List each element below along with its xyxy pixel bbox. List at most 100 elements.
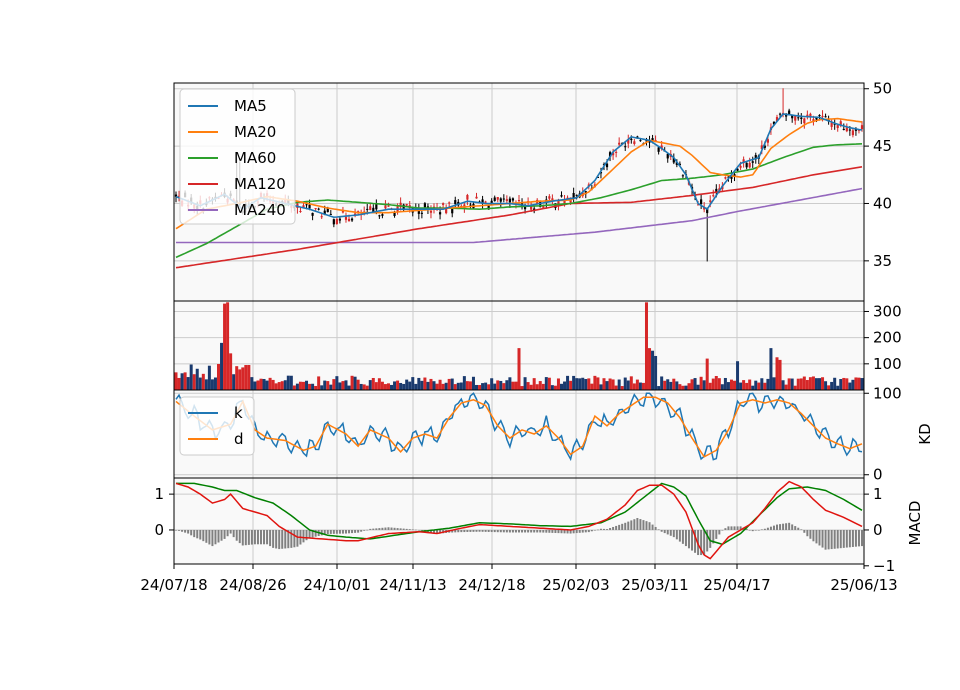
volume-bar [414, 383, 418, 390]
macd-axis-label: MACD [906, 501, 924, 546]
macd-histogram-bar [724, 528, 727, 530]
candle-body [605, 163, 609, 168]
volume-bar [581, 377, 585, 390]
candle-body [320, 216, 323, 218]
volume-bar [505, 380, 509, 390]
volume-bar [411, 377, 415, 390]
volume-bar [423, 377, 427, 390]
candle-body [715, 188, 718, 193]
volume-bar [648, 348, 652, 390]
macd-histogram-bar [436, 529, 439, 534]
candle-body [542, 205, 545, 208]
macd-histogram-bar [463, 529, 466, 533]
candle-body [299, 211, 302, 213]
d-line [175, 396, 863, 458]
volume-bar [259, 378, 263, 390]
candle-body [848, 129, 851, 131]
macd-histogram-bar [621, 523, 624, 530]
volume-bar [353, 376, 357, 390]
volume-bar [578, 378, 582, 390]
candle-body [475, 196, 478, 199]
dif-line [175, 480, 863, 560]
macd-histogram-bar [612, 526, 615, 530]
y-tick-label: 200 [873, 329, 902, 347]
volume-bar [335, 376, 339, 390]
candle-body [353, 213, 357, 215]
macd-histogram-bar [687, 529, 690, 549]
candle-body [815, 116, 818, 120]
macd-histogram-bar [184, 529, 187, 533]
volume-bar [362, 384, 366, 390]
candle-body [763, 145, 766, 148]
macd-histogram-bar [666, 529, 669, 535]
volume-bar [699, 376, 703, 390]
candle-body [350, 218, 354, 221]
volume-bar [295, 383, 299, 390]
candle-body [766, 139, 770, 143]
macd-histogram-bar [645, 521, 648, 530]
macd-histogram-bar [369, 528, 372, 530]
macd-histogram-bar [466, 529, 469, 532]
macd-histogram-bar [181, 529, 184, 532]
kd-axis-label: KD [916, 423, 934, 444]
macd-histogram-bar [202, 529, 205, 542]
candle-body [788, 110, 791, 115]
candle-body [596, 176, 600, 178]
candle-body [496, 197, 499, 200]
candle-body [375, 204, 378, 210]
volume-bar [575, 378, 579, 390]
macd-histogram-bar [250, 529, 253, 545]
volume-bar [602, 378, 606, 390]
volume-bar [371, 377, 375, 390]
candle-body [696, 204, 700, 206]
volume-bar [247, 364, 251, 390]
macd-histogram-bar [478, 529, 481, 532]
macd-histogram-bar [281, 529, 284, 549]
macd-histogram-bar [508, 529, 511, 533]
candle-body [378, 215, 381, 217]
macd-histogram-bar [469, 529, 472, 532]
volume-bar [417, 377, 421, 390]
candle-body [314, 208, 317, 210]
macd-histogram-bar [178, 529, 181, 531]
volume-bar [244, 365, 248, 390]
macd-histogram-bar [763, 528, 766, 530]
macd-histogram-bar [439, 529, 442, 534]
macd-histogram-bar [675, 529, 678, 540]
volume-bar [283, 380, 287, 390]
volume-bar [660, 376, 664, 390]
macd-histogram-bar [375, 528, 378, 530]
volume-bar [836, 385, 840, 390]
volume-bar [775, 357, 779, 390]
candle-body [323, 210, 326, 215]
volume-bar [553, 385, 557, 390]
macd-histogram-bar [712, 529, 715, 544]
macd-histogram-bar [366, 529, 369, 531]
y-tick-label: 0 [873, 466, 883, 484]
volume-bar [739, 382, 743, 390]
volume-bar [204, 379, 208, 390]
candle-body [751, 161, 754, 163]
volume-bar [502, 383, 506, 390]
candle-body [417, 208, 420, 214]
macd-histogram-bar [263, 529, 266, 545]
volume-bar [220, 342, 224, 390]
macd-histogram-bar [402, 528, 405, 530]
candle-body [657, 147, 660, 152]
volume-bar [429, 378, 433, 390]
y-tick-label: 100 [873, 355, 902, 373]
macd-histogram-bar [511, 529, 514, 533]
candle-body [611, 152, 615, 156]
volume-bar [484, 382, 488, 390]
candle-body [493, 197, 496, 202]
macd-histogram-bar [615, 525, 618, 530]
macd-histogram-bar [238, 529, 241, 544]
macd-histogram-bar [845, 529, 848, 548]
macd-histogram-bar [824, 529, 827, 550]
macd-histogram-bar [660, 529, 663, 532]
volume-bar [672, 378, 676, 390]
candle-body [794, 116, 797, 121]
volume-bar [226, 302, 230, 390]
volume-bar [556, 378, 560, 390]
volume-bar [854, 377, 858, 390]
